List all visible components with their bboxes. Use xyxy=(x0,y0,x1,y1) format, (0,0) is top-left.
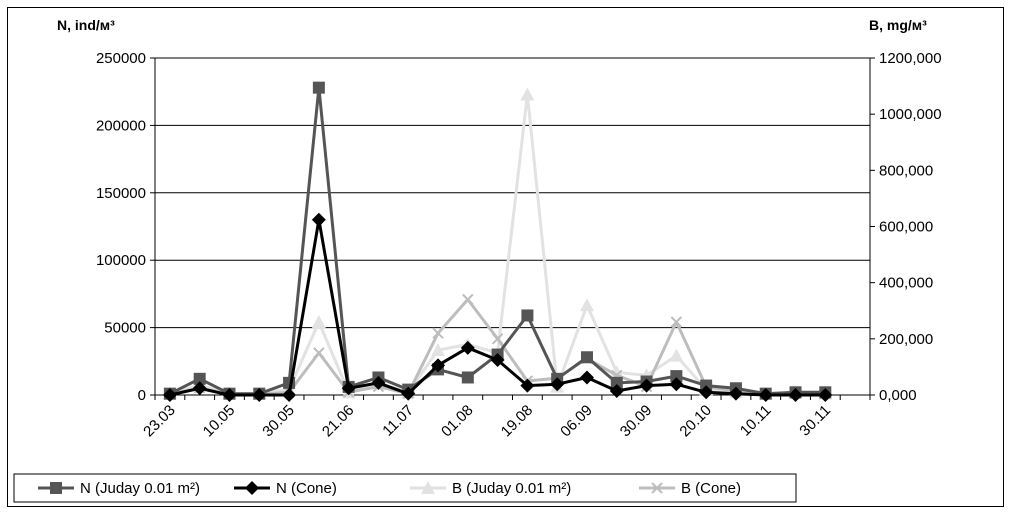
data-point xyxy=(728,386,743,401)
x-tick-label: 21.06 xyxy=(319,402,358,441)
data-point xyxy=(651,482,663,494)
legend-label: N (Juday 0.01 m²) xyxy=(80,480,200,497)
series-layer xyxy=(162,81,833,402)
left-tick-label: 200000 xyxy=(96,117,146,134)
x-tick-label: 11.07 xyxy=(379,402,417,440)
x-tick-label: 10.05 xyxy=(200,402,239,441)
left-tick-label: 0 xyxy=(138,387,146,404)
legend-label: B (Juday 0.01 m²) xyxy=(452,480,571,497)
data-point xyxy=(670,370,683,383)
data-point xyxy=(758,388,773,402)
chart-frame xyxy=(7,7,1004,507)
left-y-ticks: 0 50000 100000 150000 200000 250000 xyxy=(96,50,146,404)
data-point xyxy=(312,81,325,94)
data-point xyxy=(550,377,565,392)
right-tick-label: 1200,000 xyxy=(879,50,942,67)
data-point xyxy=(282,388,297,402)
data-point xyxy=(401,386,416,401)
data-point xyxy=(311,212,326,227)
data-point xyxy=(432,327,444,339)
left-axis-label: N, ind/м³ xyxy=(57,17,115,33)
left-tick-label: 150000 xyxy=(96,185,146,202)
data-point xyxy=(311,314,326,328)
data-point xyxy=(252,388,267,402)
legend-label: B (Cone) xyxy=(681,480,741,497)
data-point xyxy=(579,370,594,385)
x-tick-label: 19.08 xyxy=(498,402,537,441)
data-point xyxy=(431,358,446,373)
series-1 xyxy=(162,212,833,402)
right-tick-label: 400,000 xyxy=(879,275,933,292)
data-point xyxy=(371,375,386,390)
data-point xyxy=(421,481,435,494)
data-point xyxy=(670,316,683,328)
data-point xyxy=(521,309,534,322)
legend-label: N (Cone) xyxy=(276,480,337,497)
right-tick-label: 200,000 xyxy=(879,331,933,348)
x-tick-label: 23.03 xyxy=(140,402,179,441)
data-point xyxy=(579,298,594,312)
x-tick-label: 30.11 xyxy=(796,402,834,440)
right-y-ticks: 0,000 200,000 400,000 600,000 800,000 1000,00… xyxy=(879,50,942,404)
data-point xyxy=(669,348,684,362)
data-point xyxy=(192,381,207,396)
data-point xyxy=(490,352,505,367)
data-point xyxy=(520,87,535,101)
x-tick-label: 06.09 xyxy=(557,402,596,441)
data-point xyxy=(462,293,474,306)
x-tick-label: 30.05 xyxy=(259,402,298,441)
x-category-ticks: 23.03 10.05 30.05 21.06 11.07 01.08 19.08 06.09… xyxy=(140,402,834,441)
right-axis-label: B, mg/м³ xyxy=(869,17,927,33)
data-point xyxy=(341,381,356,396)
data-point xyxy=(610,376,623,389)
series-0 xyxy=(163,81,832,400)
data-point xyxy=(245,481,259,495)
data-point xyxy=(193,372,206,385)
right-tick-label: 800,000 xyxy=(879,162,933,179)
left-tick-label: 250000 xyxy=(96,50,146,67)
right-tick-label: 0,000 xyxy=(879,387,917,404)
data-point xyxy=(461,371,474,384)
data-point xyxy=(313,347,325,359)
data-point xyxy=(491,333,504,345)
data-point xyxy=(460,340,475,355)
data-point xyxy=(222,388,237,402)
legend: N (Juday 0.01 m²) N (Cone) B (Juday 0.01 m… xyxy=(13,473,797,503)
data-point xyxy=(580,351,593,364)
data-point xyxy=(818,388,833,402)
series-line xyxy=(169,218,826,397)
x-tick-label: 20.10 xyxy=(676,402,715,441)
x-tick-label: 01.08 xyxy=(438,402,477,441)
x-tick-label: 30.09 xyxy=(617,402,656,441)
data-point xyxy=(162,388,177,402)
data-point xyxy=(609,383,624,398)
data-point xyxy=(520,378,535,393)
right-tick-label: 600,000 xyxy=(879,219,933,236)
left-tick-label: 100000 xyxy=(96,252,146,269)
data-point xyxy=(669,377,684,392)
data-point xyxy=(431,343,446,357)
right-tick-label: 1000,000 xyxy=(879,106,942,123)
gridlines xyxy=(155,57,870,329)
x-tick-label: 10.11 xyxy=(737,402,775,440)
data-point xyxy=(50,482,62,494)
left-tick-label: 50000 xyxy=(104,320,146,337)
data-point xyxy=(639,378,654,393)
data-point xyxy=(788,388,803,402)
data-point xyxy=(699,385,714,400)
